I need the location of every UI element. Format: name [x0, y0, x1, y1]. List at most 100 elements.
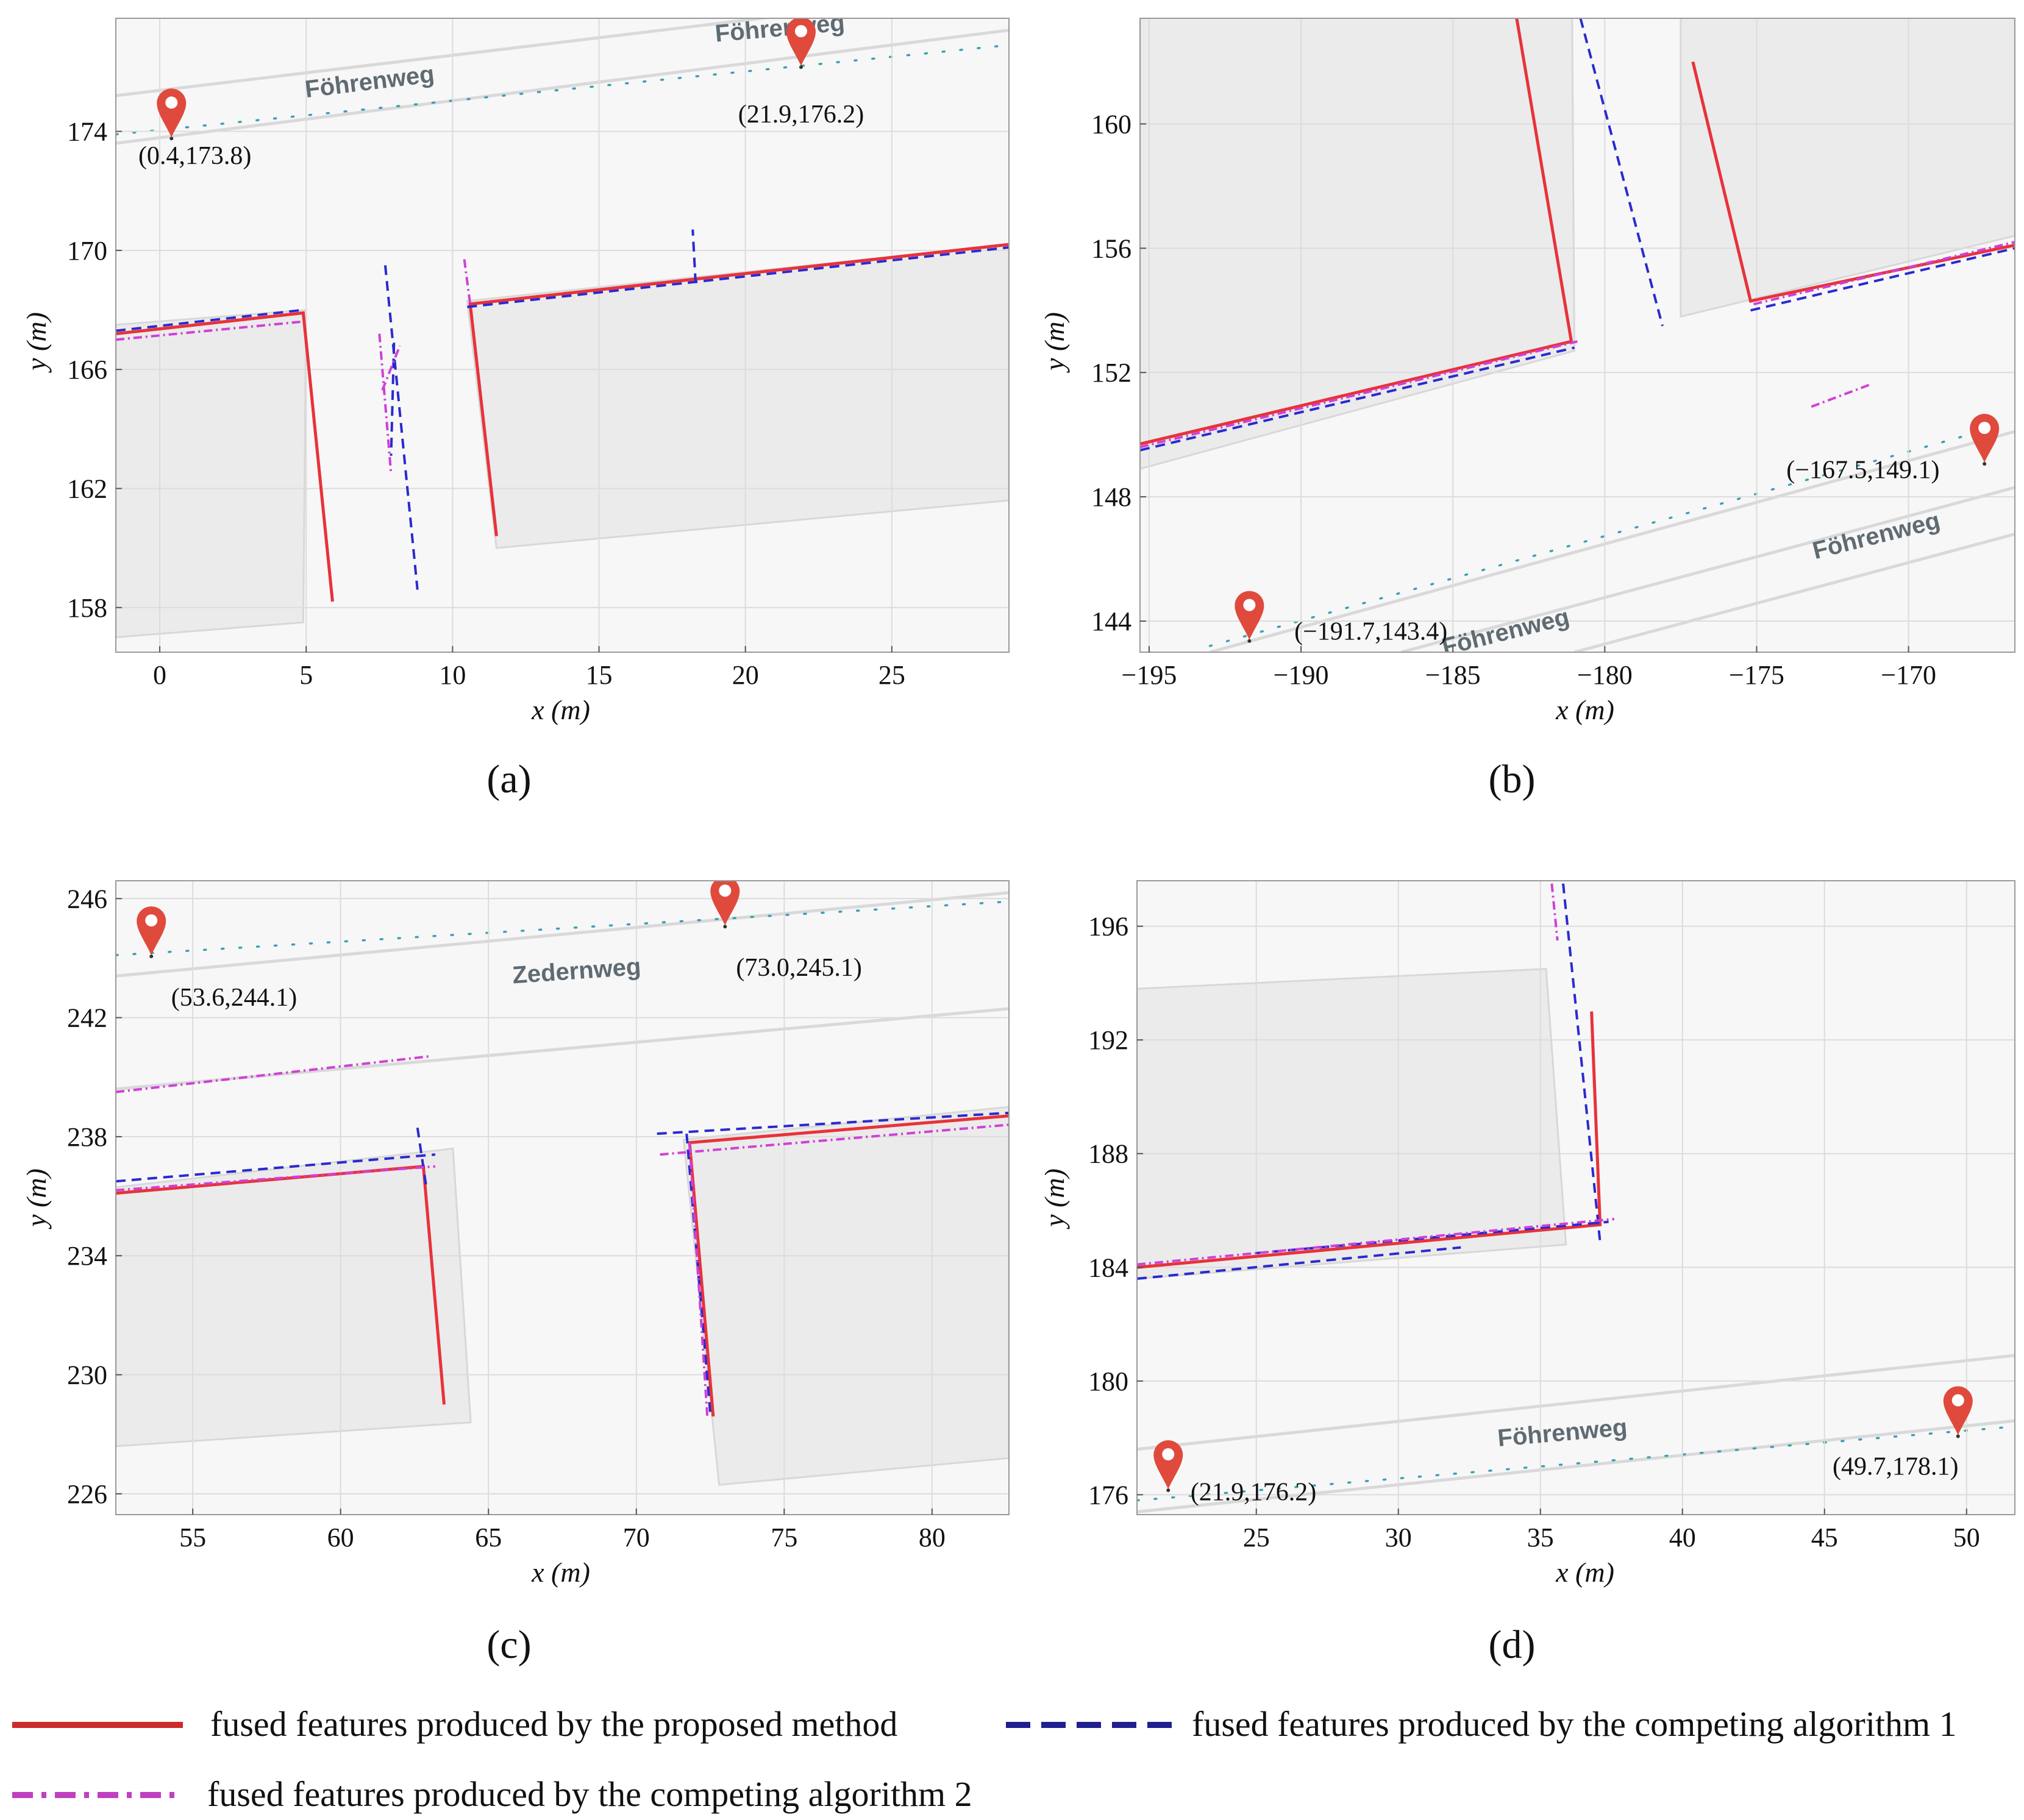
y-tick-label: 160 — [1091, 109, 1131, 139]
x-tick-label: 25 — [878, 660, 905, 690]
y-axis-label: y (m) — [21, 1168, 52, 1229]
series-algorithm1-line — [1562, 883, 1602, 1242]
chart-panel-1: FöhrenwegFöhrenweg(0.4,173.8)(21.9,176.2… — [21, 18, 1010, 802]
series-algorithm2-line — [463, 259, 472, 304]
building-footprint — [682, 1106, 1009, 1486]
y-tick-label: 156 — [1091, 233, 1131, 263]
plot-frame — [115, 18, 1010, 653]
y-tick-label: 226 — [67, 1479, 107, 1509]
series-algorithm2-line — [1550, 883, 1559, 941]
series-algorithm1-line — [1140, 346, 1575, 452]
building-footprint — [116, 1147, 472, 1448]
y-tick-label: 234 — [67, 1241, 107, 1271]
x-tick-label: 10 — [439, 660, 466, 690]
x-tick-label: 55 — [179, 1523, 206, 1552]
location-pin-icon — [710, 881, 740, 929]
plot-frame — [1139, 18, 2015, 653]
series-algorithm1-line — [1137, 1246, 1461, 1280]
x-tick-label: 15 — [586, 660, 613, 690]
building-footprint — [1680, 18, 2015, 318]
series-algorithm1-line — [1750, 247, 2015, 312]
y-axis-label: y (m) — [1039, 312, 1070, 373]
series-algorithm2-line — [1140, 340, 1578, 449]
x-axis-label: x (m) — [531, 1557, 590, 1588]
x-tick-label: 50 — [1953, 1523, 1980, 1552]
marker-coordinate-label: (73.0,245.1) — [736, 954, 861, 982]
series-algorithm1-line — [657, 1111, 1009, 1136]
legend: fused features produced by the proposed … — [12, 1704, 1957, 1814]
marker-coordinate-label: (21.9,176.2) — [738, 101, 864, 129]
series-algorithm2-line — [1811, 383, 1870, 408]
series-algorithm2-line — [660, 1123, 1009, 1156]
plot-frame — [115, 880, 1010, 1515]
x-tick-label: 40 — [1669, 1523, 1696, 1552]
plot-frame — [1136, 880, 2015, 1515]
y-tick-label: 152 — [1091, 358, 1131, 388]
y-tick-label: 242 — [67, 1003, 107, 1033]
x-axis-label: x (m) — [1555, 1557, 1614, 1588]
series-proposed-line — [468, 243, 1009, 536]
x-tick-label: 35 — [1527, 1523, 1554, 1552]
road-edge — [1137, 1419, 2015, 1513]
chart-panel-3: Zedernweg(53.6,244.1)(73.0,245.1)55 60 65 7… — [21, 880, 1010, 1667]
location-pin-icon — [137, 906, 166, 959]
series-algorithm1-line — [691, 229, 697, 283]
x-tick-label: −185 — [1425, 660, 1481, 690]
road-edge — [116, 29, 1009, 145]
series-algorithm1-line — [1579, 18, 1664, 327]
y-tick-label: 192 — [1088, 1025, 1128, 1055]
x-tick-label: 45 — [1811, 1523, 1838, 1552]
x-axis-label: x (m) — [531, 694, 590, 725]
y-tick-label: 174 — [67, 117, 107, 147]
series-proposed-line — [116, 311, 334, 602]
x-tick-label: 5 — [299, 660, 313, 690]
series-algorithm2-line — [688, 1142, 709, 1417]
legend-label: fused features produced by the competing… — [1192, 1704, 1957, 1744]
x-axis-label: x (m) — [1555, 694, 1614, 725]
x-tick-label: 65 — [475, 1523, 502, 1552]
chart-panel-4: Föhrenweg(21.9,176.2)(49.7,178.1)25 30 35 4… — [1039, 880, 2015, 1667]
panel-caption: (d) — [1489, 1623, 1536, 1667]
building-footprint — [1140, 18, 1576, 470]
y-tick-label: 230 — [67, 1360, 107, 1390]
y-axis-label: y (m) — [21, 312, 52, 373]
marker-coordinate-label: (21.9,176.2) — [1191, 1479, 1316, 1507]
y-tick-label: 162 — [67, 474, 107, 503]
series-proposed-line — [1137, 1011, 1602, 1269]
location-pin-icon — [1970, 414, 2000, 466]
series-algorithm1-line — [383, 265, 419, 590]
y-tick-label: 166 — [67, 355, 107, 385]
road-edge — [116, 891, 1009, 978]
x-tick-label: −170 — [1881, 660, 1936, 690]
x-tick-label: −180 — [1577, 660, 1633, 690]
y-tick-label: 246 — [67, 884, 107, 914]
x-tick-label: −195 — [1122, 660, 1177, 690]
y-tick-label: 188 — [1088, 1139, 1128, 1169]
series-algorithm1-line — [416, 1127, 428, 1188]
x-tick-label: 0 — [153, 660, 166, 690]
location-pin-icon — [1943, 1386, 1973, 1438]
series-algorithm1-line — [467, 246, 1009, 308]
series-algorithm2-line — [116, 1165, 436, 1192]
y-tick-label: 176 — [1088, 1480, 1128, 1510]
series-algorithm2-line — [381, 345, 401, 391]
y-tick-label: 170 — [67, 236, 107, 266]
road-trajectory-dots — [1208, 433, 1971, 647]
legend-label: fused features produced by the proposed … — [210, 1704, 897, 1744]
x-tick-label: −190 — [1274, 660, 1329, 690]
x-tick-label: −175 — [1729, 660, 1784, 690]
series-algorithm2-line — [116, 321, 301, 341]
y-tick-label: 184 — [1088, 1253, 1128, 1282]
x-tick-label: 60 — [327, 1523, 354, 1552]
panel-caption: (c) — [486, 1623, 531, 1667]
x-tick-label: 80 — [919, 1523, 946, 1552]
x-tick-label: 20 — [732, 660, 759, 690]
road-edge — [1137, 1354, 2015, 1451]
y-tick-label: 180 — [1088, 1367, 1128, 1396]
x-tick-label: 75 — [771, 1523, 797, 1552]
marker-coordinate-label: (−167.5,149.1) — [1786, 457, 1939, 485]
x-tick-label: 30 — [1385, 1523, 1412, 1552]
series-algorithm1-line — [116, 1153, 436, 1183]
building-footprint — [116, 308, 307, 639]
